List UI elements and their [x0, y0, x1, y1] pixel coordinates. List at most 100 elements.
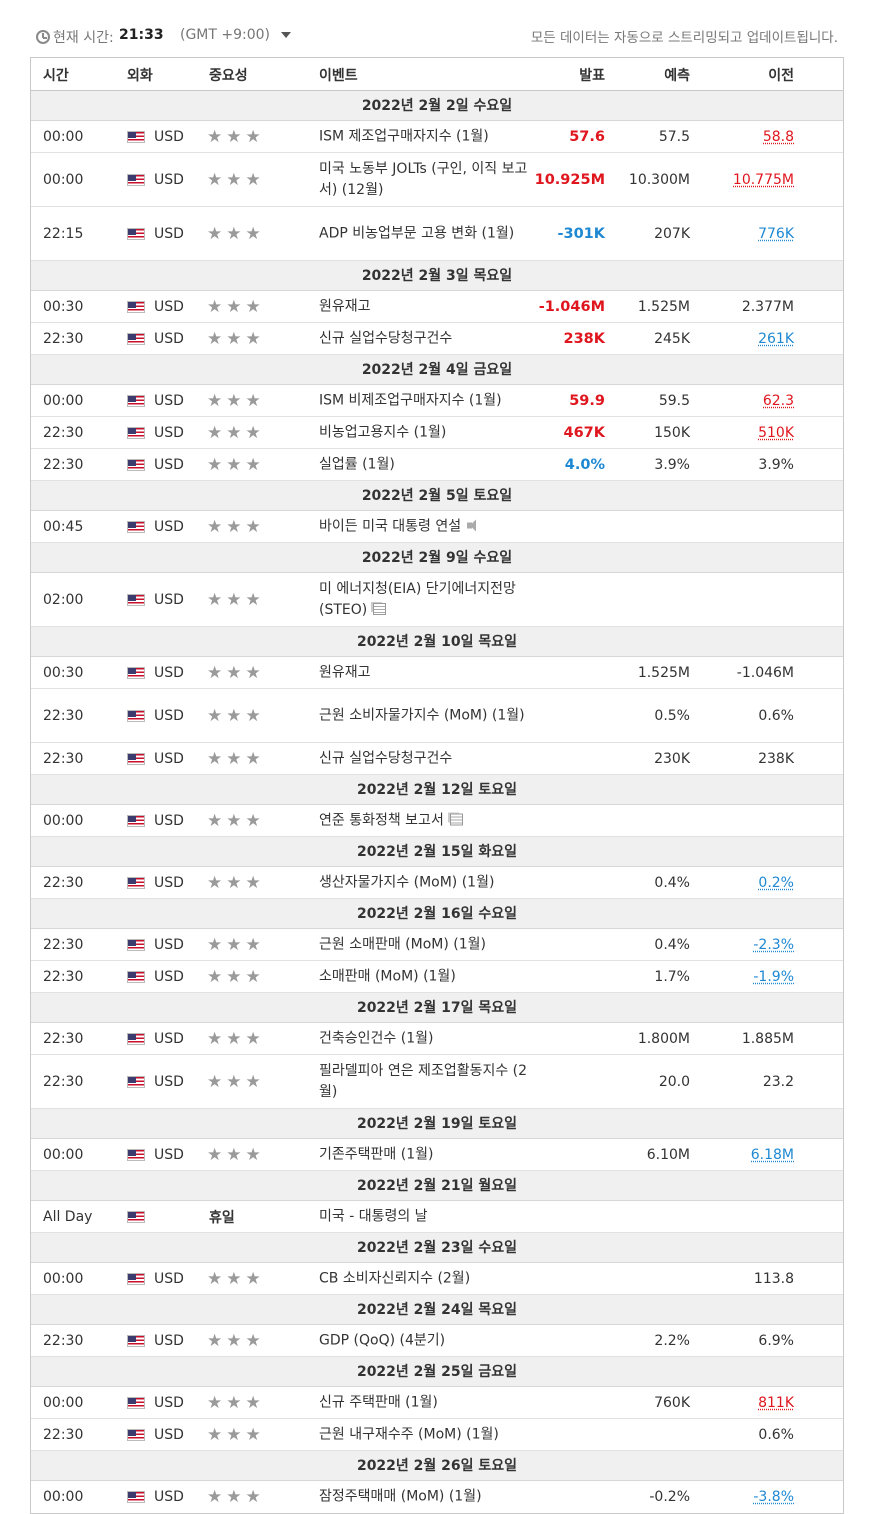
event-name-link[interactable]: 근원 내구재수주 (MoM) (1월)	[319, 1426, 499, 1442]
table-row[interactable]: All Day 휴일 미국 - 대통령의 날	[31, 1201, 843, 1233]
event-name-link[interactable]: 생산자물가지수 (MoM) (1월)	[319, 874, 495, 890]
column-header-previous[interactable]: 이전	[768, 68, 794, 84]
table-row[interactable]: 22:30 USD ★★★ 생산자물가지수 (MoM) (1월) 0.4% 0.2%	[31, 867, 843, 899]
table-row[interactable]: 00:00 USD ★★★ 기존주택판매 (1월) 6.10M 6.18M	[31, 1139, 843, 1171]
event-name-link[interactable]: CB 소비자신뢰지수 (2월)	[319, 1270, 471, 1286]
event-name-link[interactable]: 미국 - 대통령의 날	[319, 1208, 428, 1224]
previous-value[interactable]: 776K	[758, 225, 794, 242]
previous-value[interactable]: 811K	[758, 1394, 794, 1411]
event-name-link[interactable]: 미국 노동부 JOLTs (구인, 이직 보고서) (12월)	[319, 160, 528, 198]
event-name-link[interactable]: 근원 소비자물가지수 (MoM) (1월)	[319, 707, 525, 723]
event-name-link[interactable]: 바이든 미국 대통령 연설	[319, 516, 534, 537]
table-row[interactable]: 22:30 USD ★★★ 신규 실업수당청구건수 238K 245K 261K	[31, 323, 843, 355]
previous-value[interactable]: 10.775M	[732, 171, 794, 188]
event-name-link[interactable]: 필라델피아 연은 제조업활동지수 (2월)	[319, 1062, 528, 1100]
previous-value[interactable]: 6.18M	[750, 1146, 794, 1163]
event-name-link[interactable]: 원유재고	[319, 664, 371, 680]
event-name-link[interactable]: 건축승인건수 (1월)	[319, 1030, 434, 1046]
event-name-link[interactable]: ISM 비제조업구매자지수 (1월)	[319, 392, 502, 408]
table-row[interactable]: 22:30 USD ★★★ 필라델피아 연은 제조업활동지수 (2월) 20.0 23.2	[31, 1055, 843, 1109]
table-row[interactable]: 00:30 USD ★★★ 원유재고 1.525M -1.046M	[31, 657, 843, 689]
previous-value[interactable]: 0.2%	[758, 874, 794, 891]
table-row[interactable]: 00:00 USD ★★★ 신규 주택판매 (1월) 760K 811K	[31, 1387, 843, 1419]
table-row[interactable]: 22:30 USD ★★★ 실업률 (1월) 4.0% 3.9% 3.9%	[31, 449, 843, 481]
currency-code: USD	[154, 225, 184, 242]
date-row: 2022년 2월 24일 목요일	[31, 1295, 843, 1325]
event-name-link[interactable]: 미 에너지청(EIA) 단기에너지전망(STEO)	[319, 580, 516, 618]
event-name-link[interactable]: ISM 제조업구매자지수 (1월)	[319, 128, 489, 144]
actual-value: 467K	[563, 424, 605, 441]
event-name-link[interactable]: 소매판매 (MoM) (1월)	[319, 968, 456, 984]
event-time: 22:30	[43, 330, 84, 347]
previous-value[interactable]: 58.8	[762, 128, 794, 145]
chevron-down-icon[interactable]	[281, 32, 291, 38]
table-row[interactable]: 22:30 USD ★★★ GDP (QoQ) (4분기) 2.2% 6.9%	[31, 1325, 843, 1357]
importance-stars-icon: ★★★	[207, 1424, 265, 1445]
event-time: 22:30	[43, 750, 84, 767]
table-row[interactable]: 22:30 USD ★★★ 소매판매 (MoM) (1월) 1.7% -1.9%	[31, 961, 843, 993]
forecast-value: 57.5	[658, 128, 690, 145]
event-name-link[interactable]: ADP 비농업부문 고용 변화 (1월)	[319, 225, 515, 241]
event-name-link[interactable]: 기존주택판매 (1월)	[319, 1146, 434, 1162]
us-flag-icon	[127, 1491, 145, 1503]
table-row[interactable]: 22:30 USD ★★★ 신규 실업수당청구건수 230K 238K	[31, 743, 843, 775]
previous-value[interactable]: -2.3%	[753, 936, 794, 953]
document-icon[interactable]	[449, 813, 463, 825]
previous-value[interactable]: 510K	[758, 424, 794, 441]
importance-stars-icon: ★★★	[207, 169, 265, 190]
us-flag-icon	[127, 173, 145, 186]
table-row[interactable]: 22:30 USD ★★★ 비농업고용지수 (1월) 467K 150K 510K	[31, 417, 843, 449]
event-time: 00:00	[43, 171, 84, 188]
currency-code: USD	[154, 1332, 184, 1349]
table-row[interactable]: 02:00 USD ★★★ 미 에너지청(EIA) 단기에너지전망(STEO)	[31, 573, 843, 627]
table-row[interactable]: 00:00 USD ★★★ ISM 제조업구매자지수 (1월) 57.6 57.5 58.8	[31, 121, 843, 153]
table-body: 2022년 2월 2일 수요일 00:00 USD ★★★ ISM 제조업구매자지수 (…	[31, 91, 843, 1513]
event-name-link[interactable]: 잠정주택매매 (MoM) (1월)	[319, 1488, 482, 1505]
speaker-icon[interactable]	[467, 519, 481, 531]
us-flag-icon	[127, 666, 145, 679]
importance-stars-icon: ★★★	[207, 810, 265, 831]
column-header-time[interactable]: 시간	[43, 68, 69, 84]
table-row[interactable]: 00:45 USD ★★★ 바이든 미국 대통령 연설	[31, 511, 843, 543]
column-header-currency[interactable]: 외화	[127, 68, 153, 84]
event-name-link[interactable]: 실업률 (1월)	[319, 456, 395, 472]
event-name-link[interactable]: 연준 통화정책 보고서	[319, 810, 534, 831]
date-row: 2022년 2월 19일 토요일	[31, 1109, 843, 1139]
table-row[interactable]: 00:00 USD ★★★ 잠정주택매매 (MoM) (1월) -0.2% -3.8%	[31, 1481, 843, 1513]
timezone-selector[interactable]: (GMT +9:00)	[180, 27, 271, 43]
previous-value[interactable]: -1.9%	[753, 968, 794, 985]
event-name-link[interactable]: 비농업고용지수 (1월)	[319, 424, 447, 440]
column-header-actual[interactable]: 발표	[579, 68, 605, 84]
table-row[interactable]: 00:00 USD ★★★ 미국 노동부 JOLTs (구인, 이직 보고서) (12…	[31, 153, 843, 207]
table-row[interactable]: 22:30 USD ★★★ 근원 내구재수주 (MoM) (1월) 0.6%	[31, 1419, 843, 1451]
table-row[interactable]: 22:30 USD ★★★ 근원 소비자물가지수 (MoM) (1월) 0.5% 0.6%	[31, 689, 843, 743]
previous-value[interactable]: 62.3	[762, 392, 794, 409]
table-row[interactable]: 00:00 USD ★★★ 연준 통화정책 보고서	[31, 805, 843, 837]
column-header-event[interactable]: 이벤트	[319, 68, 358, 84]
previous-value[interactable]: -3.8%	[753, 1489, 794, 1505]
table-row[interactable]: 22:30 USD ★★★ 건축승인건수 (1월) 1.800M 1.885M	[31, 1023, 843, 1055]
forecast-value: 2.2%	[654, 1332, 690, 1349]
current-time-label: 현재 시간:	[53, 30, 114, 46]
event-name-link[interactable]: 신규 주택판매 (1월)	[319, 1394, 438, 1410]
table-row[interactable]: 00:30 USD ★★★ 원유재고 -1.046M 1.525M 2.377M	[31, 291, 843, 323]
actual-value: -301K	[557, 225, 605, 242]
table-row[interactable]: 22:30 USD ★★★ 근원 소매판매 (MoM) (1월) 0.4% -2.3%	[31, 929, 843, 961]
currency-code: USD	[154, 1270, 184, 1287]
actual-value: -1.046M	[538, 298, 605, 315]
event-name-link[interactable]: 근원 소매판매 (MoM) (1월)	[319, 936, 486, 952]
importance-stars-icon: ★★★	[207, 1330, 265, 1351]
table-row[interactable]: 00:00 USD ★★★ CB 소비자신뢰지수 (2월) 113.8	[31, 1263, 843, 1295]
event-name-link[interactable]: GDP (QoQ) (4분기)	[319, 1332, 446, 1348]
event-name-link[interactable]: 신규 실업수당청구건수	[319, 330, 453, 346]
table-row[interactable]: 22:15 USD ★★★ ADP 비농업부문 고용 변화 (1월) -301K 207K…	[31, 207, 843, 261]
event-name-link[interactable]: 원유재고	[319, 298, 371, 314]
previous-value[interactable]: 261K	[758, 330, 794, 347]
column-header-forecast[interactable]: 예측	[664, 68, 690, 84]
event-name-link[interactable]: 신규 실업수당청구건수	[319, 750, 453, 766]
us-flag-icon	[127, 1272, 145, 1285]
column-header-importance[interactable]: 중요성	[209, 68, 248, 84]
table-row[interactable]: 00:00 USD ★★★ ISM 비제조업구매자지수 (1월) 59.9 59.5 62.…	[31, 385, 843, 417]
document-icon[interactable]	[373, 602, 387, 615]
previous-value: -1.046M	[736, 664, 794, 681]
